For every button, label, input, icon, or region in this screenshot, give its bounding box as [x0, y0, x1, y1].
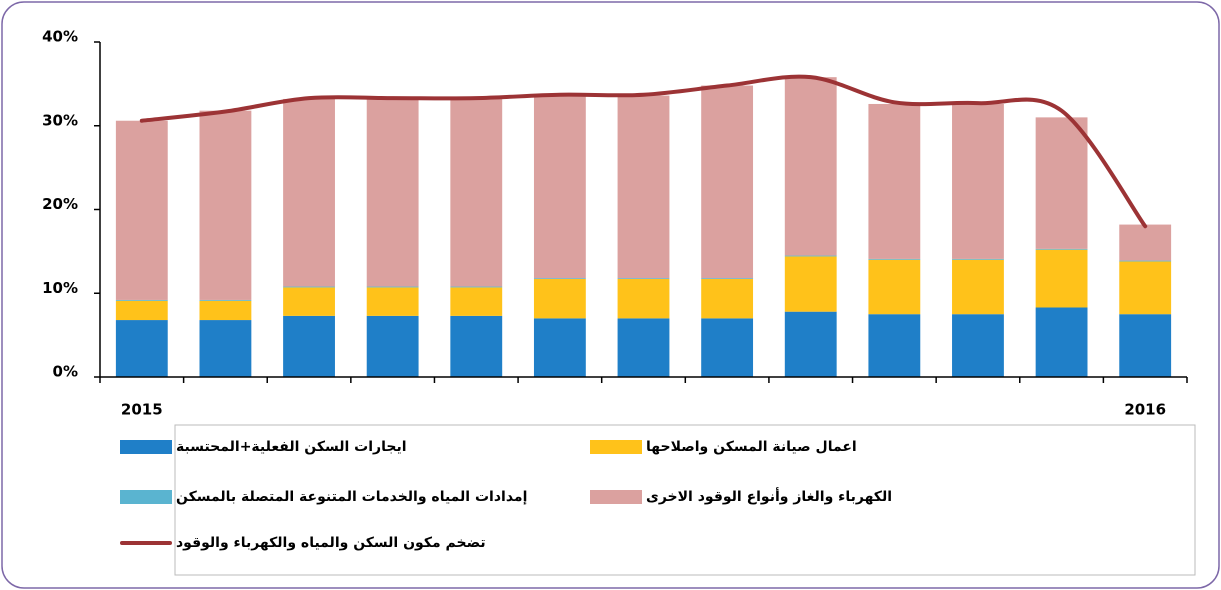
- bar: [199, 320, 252, 377]
- bar: [450, 286, 503, 288]
- bar: [450, 315, 503, 377]
- bar: [701, 279, 754, 319]
- legend-item: إمدادات المياه والخدمات المتنوعة المتصلة…: [120, 486, 540, 508]
- legend-label: الكهرباء والغاز وأنواع الوقود الاخرى: [646, 489, 893, 505]
- y-tick-label: 40%: [42, 28, 78, 46]
- bar: [952, 259, 1004, 315]
- line: [139, 74, 1148, 229]
- bar: [784, 256, 837, 312]
- bar: [533, 95, 586, 279]
- bar: [1035, 248, 1088, 250]
- bar: [868, 103, 921, 259]
- y-tick-label: 30%: [42, 111, 78, 129]
- bar: [115, 300, 168, 321]
- bar: [533, 278, 586, 280]
- x-tick-label: 2015: [121, 401, 163, 419]
- bar: [115, 320, 168, 377]
- bar: [450, 98, 503, 287]
- bar: [617, 279, 670, 319]
- legend-item: الكهرباء والغاز وأنواع الوقود الاخرى: [590, 486, 1010, 508]
- bar: [1035, 117, 1088, 249]
- bar: [868, 314, 921, 377]
- bar: [450, 287, 503, 316]
- bar: [952, 314, 1004, 377]
- bar: [366, 98, 419, 287]
- y-tick-label: 10%: [42, 279, 78, 297]
- bar: [199, 300, 252, 321]
- bar: [366, 287, 419, 316]
- bar: [1119, 261, 1172, 315]
- x-tick-label: 2016: [1124, 401, 1166, 419]
- legend-item: تضخم مكون السكن والمياه والكهرباء والوقو…: [120, 532, 540, 554]
- bar: [199, 299, 252, 301]
- bar: [617, 95, 670, 279]
- bar: [868, 258, 921, 260]
- bar: [617, 318, 670, 377]
- bar: [1119, 260, 1172, 262]
- legend-swatch: [120, 440, 172, 454]
- legend-item: اعمال صيانة المسكن واصلاحها: [590, 436, 1010, 458]
- bar: [701, 278, 754, 280]
- bar: [952, 258, 1004, 260]
- legend-label: إمدادات المياه والخدمات المتنوعة المتصلة…: [176, 489, 528, 505]
- bar: [701, 85, 754, 279]
- bar: [784, 255, 837, 257]
- legend-swatch: [120, 490, 172, 504]
- bar: [533, 318, 586, 377]
- bar: [952, 103, 1004, 259]
- bar: [701, 318, 754, 377]
- y-tick-label: 0%: [53, 363, 78, 381]
- bar: [617, 278, 670, 280]
- y-tick-label: 20%: [42, 195, 78, 213]
- bar: [283, 315, 335, 377]
- bar: [1035, 249, 1088, 308]
- legend-label: اعمال صيانة المسكن واصلاحها: [646, 439, 857, 455]
- legend-item: ايجارات السكن الفعلية+المحتسبة: [120, 436, 540, 458]
- legend-swatch: [120, 541, 172, 545]
- bar: [784, 311, 837, 377]
- bar: [199, 110, 252, 300]
- bar: [115, 120, 168, 300]
- bar: [366, 315, 419, 377]
- bar: [366, 286, 419, 288]
- bar: [868, 259, 921, 315]
- bar: [283, 287, 335, 316]
- bar: [283, 98, 335, 287]
- bar: [1035, 307, 1088, 377]
- legend-box: [174, 424, 1196, 576]
- bar: [784, 77, 837, 256]
- bar: [115, 299, 168, 301]
- bar: [533, 279, 586, 319]
- bar: [1119, 224, 1172, 261]
- bar: [1119, 314, 1172, 377]
- legend-label: تضخم مكون السكن والمياه والكهرباء والوقو…: [176, 535, 486, 551]
- legend-swatch: [590, 490, 642, 504]
- bar: [283, 286, 335, 288]
- legend-swatch: [590, 440, 642, 454]
- legend-label: ايجارات السكن الفعلية+المحتسبة: [176, 439, 407, 455]
